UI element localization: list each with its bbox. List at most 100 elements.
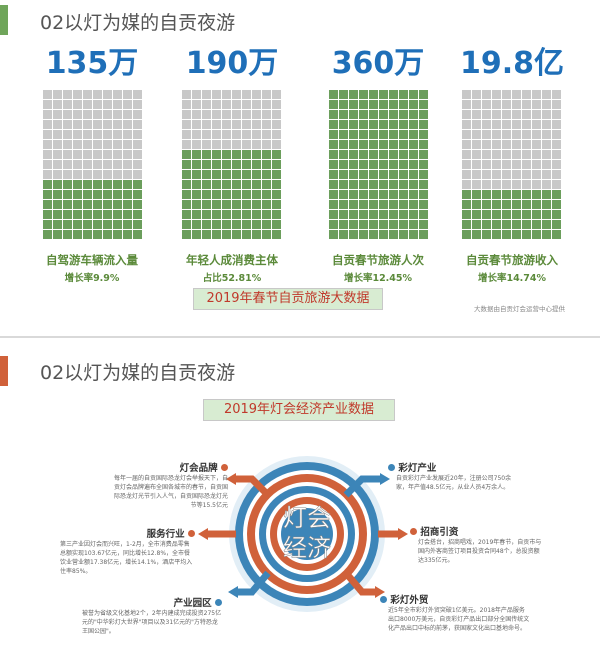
waffle-cell — [73, 170, 82, 179]
section-lantern-economy: 02以灯为媒的自贡夜游 2019年灯会经济产业数据 — [0, 352, 600, 653]
waffle-cell — [182, 130, 191, 139]
waffle-cell — [123, 110, 132, 119]
waffle-cell — [502, 210, 511, 219]
waffle-cell — [522, 170, 531, 179]
waffle-cell — [502, 90, 511, 99]
waffle-cell — [492, 130, 501, 139]
waffle-cell — [222, 190, 231, 199]
waffle-cell — [552, 190, 561, 199]
waffle-cell — [552, 130, 561, 139]
waffle-cell — [399, 210, 408, 219]
waffle-cell — [103, 90, 112, 99]
waffle-cell — [93, 180, 102, 189]
waffle-cell — [232, 210, 241, 219]
waffle-cell — [409, 230, 418, 239]
block-heading: 产业园区 — [173, 598, 212, 609]
waffle-cell — [359, 210, 368, 219]
waffle-cell — [542, 110, 551, 119]
waffle-cell — [212, 190, 221, 199]
waffle-cell — [53, 200, 62, 209]
waffle-cell — [472, 140, 481, 149]
waffle-cell — [399, 190, 408, 199]
waffle-cell — [409, 190, 418, 199]
waffle-cell — [512, 110, 521, 119]
waffle-cell — [502, 230, 511, 239]
waffle-cell — [252, 150, 261, 159]
waffle-cell — [43, 120, 52, 129]
caption-box: 2019年春节自贡旅游大数据 — [193, 288, 383, 310]
waffle-cell — [512, 160, 521, 169]
waffle-cell — [212, 210, 221, 219]
waffle-cell — [212, 150, 221, 159]
stat-label: 自驾游车辆流入量 — [46, 253, 138, 267]
waffle-cell — [93, 170, 102, 179]
economy-diagram: 灯会 经济 — [198, 456, 408, 612]
waffle-cell — [512, 180, 521, 189]
waffle-cell — [389, 130, 398, 139]
waffle-cell — [419, 230, 428, 239]
waffle-cell — [182, 90, 191, 99]
waffle-cell — [339, 170, 348, 179]
waffle-cell — [123, 160, 132, 169]
waffle-cell — [552, 140, 561, 149]
waffle-cell — [232, 170, 241, 179]
waffle-cell — [252, 220, 261, 229]
waffle-cell — [133, 230, 142, 239]
waffle-cell — [389, 210, 398, 219]
bullet-icon — [215, 599, 222, 606]
waffle-cell — [552, 180, 561, 189]
waffle-cell — [512, 200, 521, 209]
waffle-cell — [532, 180, 541, 189]
waffle-cell — [359, 140, 368, 149]
waffle-cell — [462, 230, 471, 239]
waffle-cell — [133, 120, 142, 129]
waffle-cell — [349, 180, 358, 189]
waffle-cell — [492, 100, 501, 109]
waffle-cell — [532, 100, 541, 109]
waffle-cell — [232, 230, 241, 239]
waffle-cell — [212, 100, 221, 109]
waffle-cell — [123, 170, 132, 179]
waffle-cell — [409, 220, 418, 229]
waffle-cell — [462, 140, 471, 149]
waffle-cell — [522, 140, 531, 149]
waffle-cell — [462, 170, 471, 179]
waffle-cell — [512, 170, 521, 179]
waffle-cell — [369, 160, 378, 169]
waffle-cell — [272, 200, 281, 209]
waffle-cell — [462, 110, 471, 119]
waffle-cell — [512, 190, 521, 199]
waffle-cell — [262, 120, 271, 129]
waffle-cell — [482, 200, 491, 209]
bullet-icon — [188, 530, 195, 537]
waffle-cell — [73, 200, 82, 209]
waffle-cell — [462, 90, 471, 99]
waffle-cell — [202, 180, 211, 189]
section-divider — [0, 336, 600, 338]
waffle-cell — [192, 160, 201, 169]
waffle-cell — [399, 90, 408, 99]
waffle-cell — [113, 230, 122, 239]
waffle-cell — [232, 200, 241, 209]
waffle-cell — [192, 120, 201, 129]
waffle-cell — [329, 190, 338, 199]
stat-value: 360万 — [331, 46, 425, 81]
waffle-cell — [542, 130, 551, 139]
waffle-cell — [409, 130, 418, 139]
waffle-cell — [379, 140, 388, 149]
waffle-cell — [512, 100, 521, 109]
waffle-cell — [399, 100, 408, 109]
waffle-cell — [242, 90, 251, 99]
waffle-cell — [349, 220, 358, 229]
waffle-cell — [419, 100, 428, 109]
waffle-cell — [369, 170, 378, 179]
waffle-cell — [369, 130, 378, 139]
waffle-cell — [482, 140, 491, 149]
waffle-cell — [389, 220, 398, 229]
waffle-cell — [212, 110, 221, 119]
waffle-cell — [339, 210, 348, 219]
waffle-cell — [502, 200, 511, 209]
waffle-cell — [542, 160, 551, 169]
waffle-cell — [103, 200, 112, 209]
waffle-cell — [113, 130, 122, 139]
